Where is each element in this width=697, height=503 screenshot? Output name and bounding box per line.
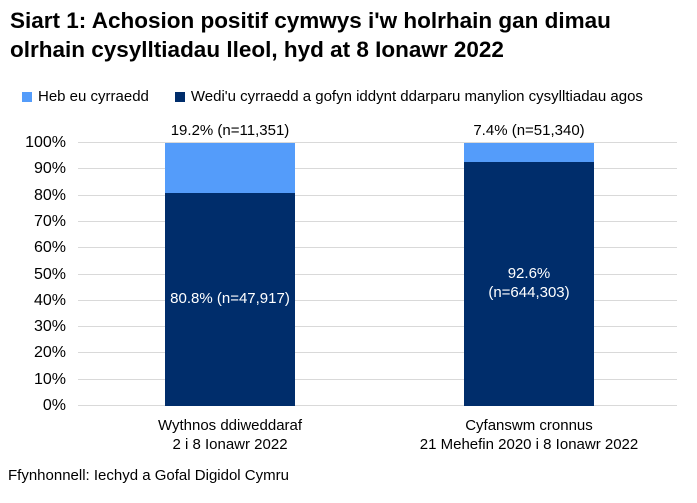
bar-segment-not-reached [165, 143, 295, 194]
legend-label-reached: Wedi'u cyrraedd a gofyn iddynt ddarparu … [190, 88, 643, 105]
y-tick-label: 100% [25, 134, 66, 151]
y-axis: 0% 10% 20% 30% 40% 50% 60% 70% 80% 90% 100% [0, 134, 66, 414]
y-tick-label: 20% [33, 344, 66, 362]
gridlines [78, 142, 677, 406]
bar-segment-reached: 92.6% (n=644,303) [464, 162, 594, 406]
y-tick-label: 90% [33, 160, 66, 178]
gridline [78, 405, 677, 406]
legend-item-reached: Wedi'u cyrraedd a gofyn iddynt ddarparu … [174, 88, 643, 105]
y-tick-label: 60% [33, 239, 66, 257]
legend-item-not-reached: Heb eu cyrraedd [22, 88, 149, 105]
gridline [78, 194, 677, 196]
legend-swatch-reached-icon [174, 91, 185, 102]
bar-group: 7.4% (n=51,340) 92.6% (n=644,303) [464, 122, 594, 406]
gridline [78, 378, 677, 380]
legend: Heb eu cyrraedd Wedi'u cyrraedd a gofyn … [22, 88, 643, 105]
bar-stack: 80.8% (n=47,917) [165, 143, 295, 406]
bar-group: 19.2% (n=11,351) 80.8% (n=47,917) [165, 122, 295, 406]
gridline [78, 220, 677, 222]
gridline [78, 273, 677, 275]
above-bar-label: 19.2% (n=11,351) [170, 122, 290, 139]
y-tick-label: 40% [33, 291, 66, 309]
chart-title: Siart 1: Achosion positif cymwys i'w hol… [10, 8, 611, 63]
inside-bar-label: 80.8% (n=47,917) [170, 290, 290, 308]
y-tick-label: 80% [33, 186, 66, 204]
source-footer: Ffynhonnell: Iechyd a Gofal Digidol Cymr… [8, 467, 289, 484]
gridline [78, 168, 677, 170]
y-tick-label: 70% [33, 212, 66, 230]
bar-stack: 92.6% (n=644,303) [464, 143, 594, 406]
bar-segment-reached: 80.8% (n=47,917) [165, 193, 295, 406]
inside-bar-label: 92.6% (n=644,303) [488, 265, 570, 302]
gridline [78, 247, 677, 249]
bar-segment-not-reached [464, 143, 594, 163]
x-category-label: Cyfanswm cronnus 21 Mehefin 2020 i 8 Ion… [419, 417, 639, 453]
y-tick-label: 50% [33, 265, 66, 283]
plot-area: 19.2% (n=11,351) 80.8% (n=47,917) 7.4% (… [78, 122, 677, 406]
gridline [78, 326, 677, 328]
legend-swatch-not-reached-icon [22, 91, 32, 102]
y-tick-label: 10% [33, 370, 66, 388]
gridline [78, 142, 677, 143]
y-tick-label: 30% [33, 318, 66, 336]
legend-label-not-reached: Heb eu cyrraedd [38, 88, 149, 105]
gridline [78, 352, 677, 354]
y-tick-label: 0% [42, 397, 66, 414]
above-bar-label: 7.4% (n=51,340) [473, 122, 585, 139]
gridline [78, 299, 677, 301]
x-category-label: Wythnos ddiweddaraf 2 i 8 Ionawr 2022 [157, 417, 303, 453]
